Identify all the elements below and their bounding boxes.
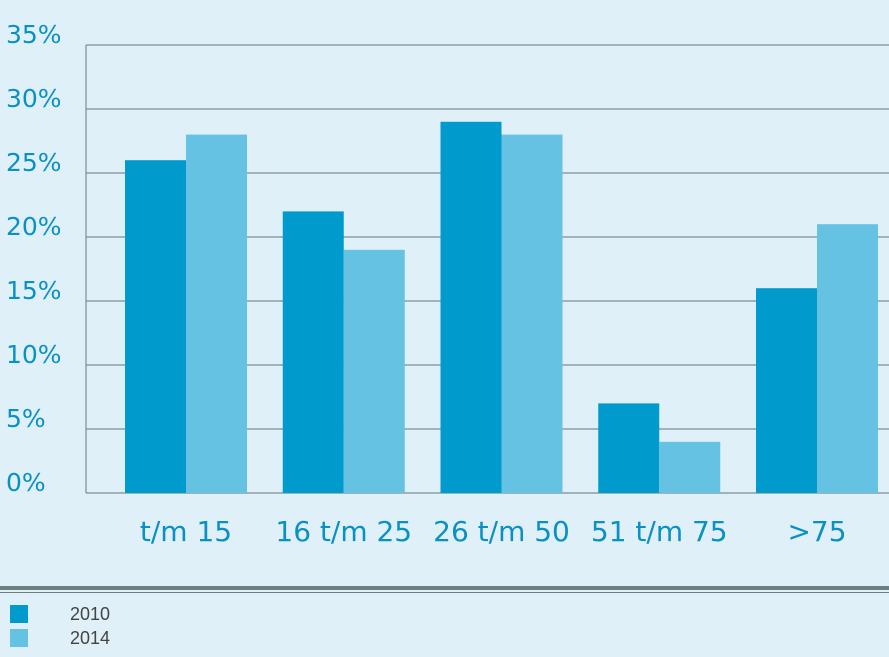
x-category-label: t/m 15 [140, 515, 232, 548]
legend-swatch-2010 [10, 605, 28, 623]
bar-2014-3 [659, 441, 721, 493]
legend-divider [0, 586, 889, 590]
y-tick-label: 15% [6, 276, 62, 305]
legend-swatch-2014 [10, 629, 28, 647]
bar-2014-0 [186, 134, 247, 493]
bar-2014-4 [817, 224, 878, 493]
y-tick-label: 10% [6, 340, 62, 369]
x-category-label: >75 [787, 515, 846, 548]
y-tick-label: 5% [6, 404, 46, 433]
bar-2014-1 [343, 249, 405, 493]
y-tick-label: 20% [6, 212, 62, 241]
bar-2010-1 [282, 211, 344, 493]
y-tick-label: 0% [6, 468, 46, 497]
x-category-label: 16 t/m 25 [275, 515, 412, 548]
bar-2010-0 [125, 160, 186, 493]
bar-2010-2 [440, 121, 502, 494]
bar-2010-3 [598, 403, 660, 493]
legend-divider-thin [0, 592, 889, 593]
x-axis-categories: t/m 15 16 t/m 25 26 t/m 50 51 t/m 75 >75 [140, 515, 847, 548]
y-tick-label: 30% [6, 84, 62, 113]
bar-2010-4 [756, 288, 817, 493]
x-category-label: 26 t/m 50 [433, 515, 570, 548]
bar-chart: 0% 5% 10% 15% 20% 25% 30% 35% t/m 15 16 t/m 25 26… [6, 20, 889, 548]
y-tick-label: 35% [6, 20, 62, 49]
bar-2014-2 [501, 134, 563, 493]
legend-item-2014: 2014 [10, 626, 110, 650]
legend: 2010 2014 [10, 602, 110, 650]
y-axis-ticks: 0% 5% 10% 15% 20% 25% 30% 35% [6, 20, 62, 497]
bars [125, 121, 878, 494]
y-tick-label: 25% [6, 148, 62, 177]
legend-item-2010: 2010 [10, 602, 110, 626]
legend-label-2010: 2010 [70, 603, 111, 624]
legend-label-2014: 2014 [70, 627, 111, 648]
x-category-label: 51 t/m 75 [591, 515, 728, 548]
